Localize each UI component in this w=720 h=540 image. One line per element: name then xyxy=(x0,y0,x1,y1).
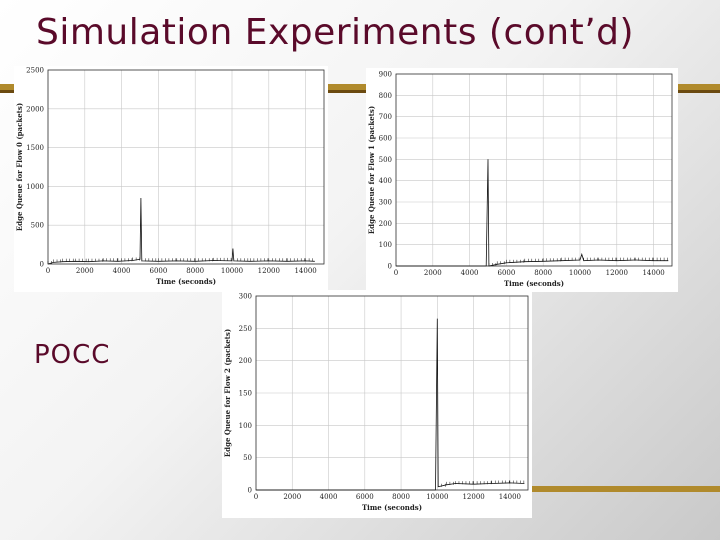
y-tick-label: 1500 xyxy=(26,144,44,152)
y-tick-label: 1000 xyxy=(26,183,44,191)
y-tick-label: 200 xyxy=(379,220,392,228)
x-tick-label: 10000 xyxy=(221,267,243,275)
chart-flow-0: 0 2000 4000 6000 8000 10000 12000 14000 0 500 1000… xyxy=(14,66,328,292)
x-tick-label: 6000 xyxy=(149,267,167,275)
y-tick-label: 700 xyxy=(379,113,392,121)
x-axis-label: Time (seconds) xyxy=(156,277,216,286)
y-tick-label: 400 xyxy=(379,177,392,185)
x-tick-label: 12000 xyxy=(462,493,484,501)
chart-flow-1-svg: 0 2000 4000 6000 8000 10000 12000 14000 0 100 200 3… xyxy=(367,71,673,288)
x-tick-label: 10000 xyxy=(569,269,591,277)
x-tick-label: 8000 xyxy=(534,269,552,277)
y-tick-label: 800 xyxy=(379,92,392,100)
chart-flow-1: 0 2000 4000 6000 8000 10000 12000 14000 0 100 200 3… xyxy=(366,68,678,292)
title-rule xyxy=(0,84,720,90)
title-rule-shadow xyxy=(0,90,720,93)
x-tick-label: 14000 xyxy=(642,269,664,277)
x-tick-label: 14000 xyxy=(499,493,521,501)
x-axis-label: Time (seconds) xyxy=(362,503,422,512)
y-tick-label: 150 xyxy=(239,390,252,398)
x-tick-label: 0 xyxy=(394,269,398,277)
y-axis-label: Edge Queue for Flow 0 (packets) xyxy=(15,103,24,231)
slide-title: Simulation Experiments (cont’d) xyxy=(36,12,635,53)
x-tick-label: 2000 xyxy=(76,267,94,275)
y-tick-label: 100 xyxy=(239,422,252,430)
x-tick-label: 4000 xyxy=(113,267,131,275)
y-tick-label: 200 xyxy=(239,357,252,365)
x-tick-label: 8000 xyxy=(186,267,204,275)
pocc-label: POCC xyxy=(34,340,111,370)
x-tick-label: 12000 xyxy=(258,267,280,275)
x-tick-label: 8000 xyxy=(392,493,410,501)
x-tick-label: 2000 xyxy=(424,269,442,277)
x-tick-label: 4000 xyxy=(320,493,338,501)
plot-frame xyxy=(47,69,325,265)
y-tick-label: 2000 xyxy=(26,105,44,113)
x-tick-label: 6000 xyxy=(356,493,374,501)
x-tick-label: 0 xyxy=(254,493,258,501)
y-tick-label: 300 xyxy=(239,293,252,301)
series-line xyxy=(47,197,315,265)
y-tick-label: 100 xyxy=(379,241,392,249)
y-tick-label: 300 xyxy=(379,199,392,207)
y-tick-label: 500 xyxy=(379,156,392,164)
y-tick-label: 0 xyxy=(248,487,252,495)
y-axis-label: Edge Queue for Flow 2 (packets) xyxy=(223,329,232,457)
x-tick-label: 4000 xyxy=(461,269,479,277)
y-tick-label: 500 xyxy=(31,222,44,230)
y-tick-label: 600 xyxy=(379,135,392,143)
x-tick-label: 0 xyxy=(46,267,50,275)
x-tick-label: 14000 xyxy=(294,267,316,275)
x-tick-label: 6000 xyxy=(497,269,515,277)
x-tick-label: 10000 xyxy=(426,493,448,501)
chart-flow-0-svg: 0 2000 4000 6000 8000 10000 12000 14000 0 500 1000… xyxy=(15,67,325,286)
x-tick-label: 12000 xyxy=(606,269,628,277)
y-tick-label: 2500 xyxy=(26,67,44,75)
x-axis-label: Time (seconds) xyxy=(504,279,564,288)
y-tick-label: 0 xyxy=(40,261,44,269)
y-axis-label: Edge Queue for Flow 1 (packets) xyxy=(367,106,376,234)
chart-flow-2: 0 2000 4000 6000 8000 10000 12000 14000 0 50 100 15… xyxy=(222,290,532,518)
chart-flow-2-svg: 0 2000 4000 6000 8000 10000 12000 14000 0 50 100 15… xyxy=(223,293,529,512)
y-tick-label: 0 xyxy=(388,263,392,271)
series-line xyxy=(396,159,669,267)
y-tick-label: 900 xyxy=(379,71,392,79)
plot-frame xyxy=(395,73,673,267)
y-tick-label: 250 xyxy=(239,325,252,333)
y-tick-label: 50 xyxy=(243,454,252,462)
bottom-rule xyxy=(455,486,720,492)
x-tick-label: 2000 xyxy=(283,493,301,501)
series-line xyxy=(256,318,525,491)
